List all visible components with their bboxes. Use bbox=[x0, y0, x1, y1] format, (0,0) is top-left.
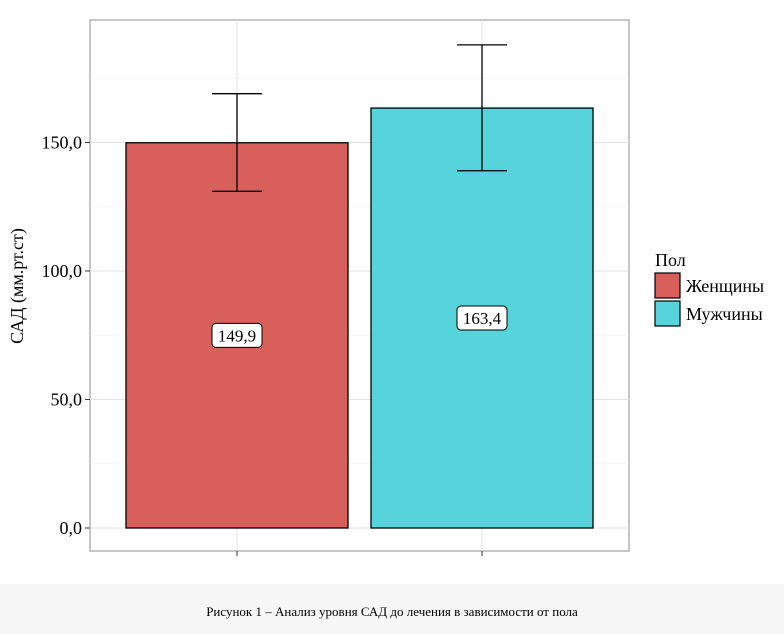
bar-chart: 149,9 163,4 0,0 50,0 100,0 150,0 САД (мм.рт.… bbox=[7, 19, 764, 556]
legend-swatch-1 bbox=[654, 272, 681, 299]
value-label: 163,4 bbox=[463, 309, 502, 328]
value-labels: 149,9 163,4 bbox=[211, 305, 508, 348]
figure-caption: Рисунок 1 – Анализ уровня САД до лечения… bbox=[206, 604, 578, 619]
y-tick-label: 50,0 bbox=[51, 390, 83, 410]
y-tick-label: 150,0 bbox=[42, 133, 83, 153]
value-label-box bbox=[211, 322, 263, 348]
caption-band bbox=[0, 584, 784, 634]
y-tick-label: 0,0 bbox=[60, 518, 83, 538]
legend-label-1: Женщины bbox=[686, 276, 764, 296]
legend-title: Пол bbox=[655, 250, 686, 270]
legend: Пол Женщины Мужчины bbox=[654, 250, 764, 327]
value-label: 149,9 bbox=[218, 326, 256, 345]
y-tick-label: 100,0 bbox=[42, 261, 83, 281]
legend-label-2: Мужчины bbox=[686, 304, 763, 324]
y-axis-title: САД (мм.рт.ст) bbox=[7, 228, 28, 344]
error-bars bbox=[212, 44, 507, 192]
y-axis: 0,0 50,0 100,0 150,0 bbox=[42, 133, 90, 538]
x-axis bbox=[236, 551, 483, 556]
legend-swatch-2 bbox=[654, 300, 681, 327]
value-label-box bbox=[456, 305, 508, 331]
